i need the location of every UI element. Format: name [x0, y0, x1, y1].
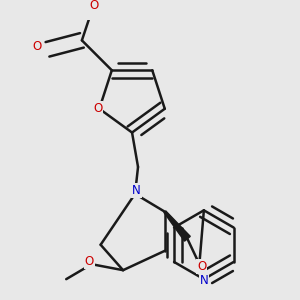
- Text: N: N: [200, 274, 208, 287]
- Text: O: O: [93, 102, 102, 115]
- Text: O: O: [32, 40, 42, 53]
- Text: O: O: [197, 260, 206, 273]
- Text: N: N: [132, 184, 141, 197]
- Polygon shape: [164, 211, 190, 241]
- Text: O: O: [89, 0, 98, 12]
- Text: O: O: [85, 255, 94, 268]
